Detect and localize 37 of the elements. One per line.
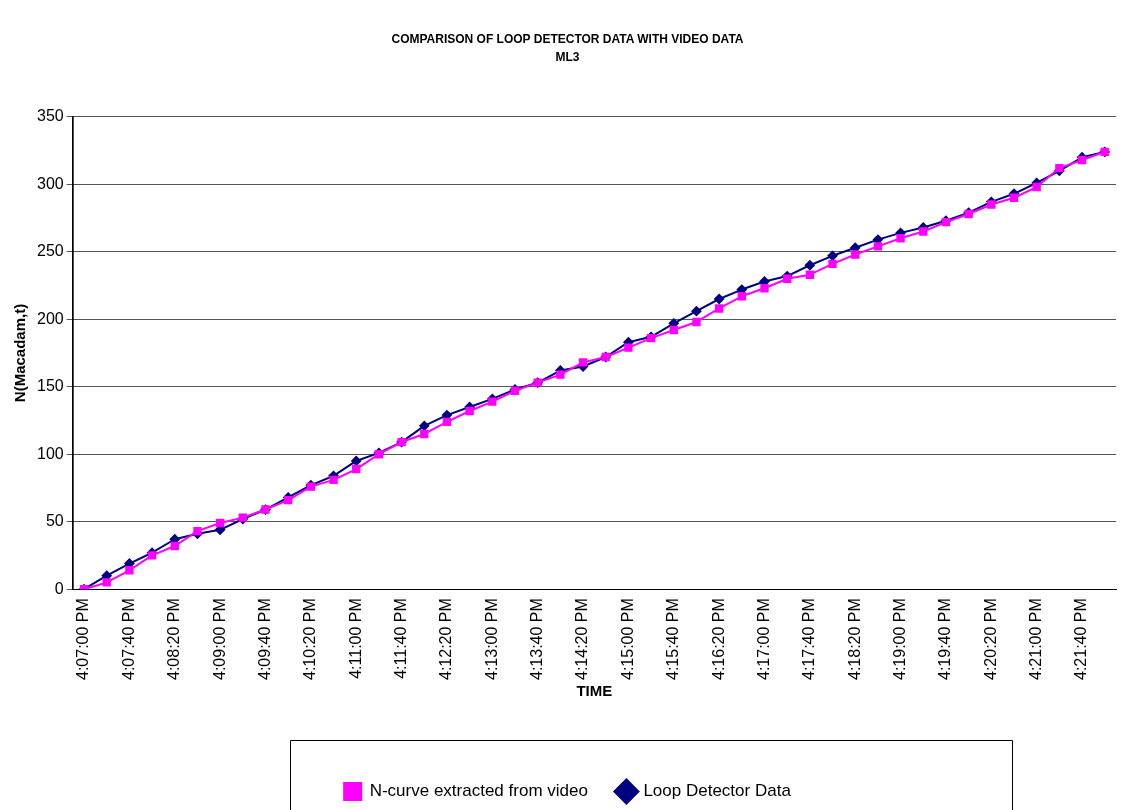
x-tick-label: 4:08:20 PM bbox=[165, 598, 183, 680]
chart-subtitle: ML3 bbox=[555, 49, 580, 64]
y-tick-label: 0 bbox=[54, 579, 64, 597]
x-tick-label: 4:10:20 PM bbox=[301, 598, 319, 680]
chart-title: COMPARISON OF LOOP DETECTOR DATA WITH VIDEO DATA bbox=[391, 31, 744, 46]
y-tick-label: 300 bbox=[36, 174, 64, 192]
y-tick-label: 50 bbox=[45, 512, 64, 530]
x-tick-label: 4:21:00 PM bbox=[1027, 598, 1045, 680]
x-tick-label: 4:16:20 PM bbox=[709, 598, 727, 680]
x-tick-label: 4:12:20 PM bbox=[437, 598, 455, 680]
y-tick-label: 250 bbox=[36, 242, 64, 260]
x-tick-label: 4:21:40 PM bbox=[1072, 598, 1090, 680]
x-axis-title: TIME bbox=[576, 682, 613, 700]
y-tick-label: 350 bbox=[36, 107, 64, 125]
x-tick-label: 4:18:20 PM bbox=[845, 598, 863, 680]
x-tick-label: 4:15:00 PM bbox=[618, 598, 636, 680]
x-tick-label: 4:14:20 PM bbox=[573, 598, 591, 680]
x-tick-label: 4:19:40 PM bbox=[936, 598, 954, 680]
x-tick-label: 4:11:40 PM bbox=[391, 598, 409, 679]
x-tick-label: 4:07:40 PM bbox=[119, 598, 137, 680]
x-tick-label: 4:07:00 PM bbox=[74, 598, 92, 680]
y-tick-label: 200 bbox=[36, 309, 64, 327]
x-tick-label: 4:09:40 PM bbox=[255, 598, 273, 680]
legend-label: Loop Detector Data bbox=[643, 781, 792, 801]
y-tick-label: 100 bbox=[36, 444, 64, 462]
y-tick-label: 150 bbox=[36, 377, 64, 395]
x-tick-label: 4:20:20 PM bbox=[981, 598, 999, 680]
legend-label: N-curve extracted from video bbox=[369, 781, 588, 801]
x-tick-label: 4:13:00 PM bbox=[482, 598, 500, 680]
x-tick-label: 4:09:00 PM bbox=[210, 598, 228, 680]
x-tick-label: 4:17:40 PM bbox=[800, 598, 818, 680]
x-tick-label: 4:19:00 PM bbox=[891, 598, 908, 680]
y-axis-title: N(Macadam,t) bbox=[11, 303, 29, 403]
x-tick-label: 4:17:00 PM bbox=[754, 598, 772, 680]
x-tick-label: 4:11:00 PM bbox=[346, 598, 364, 679]
x-tick-label: 4:15:40 PM bbox=[664, 598, 682, 680]
x-tick-label: 4:13:40 PM bbox=[528, 598, 546, 680]
